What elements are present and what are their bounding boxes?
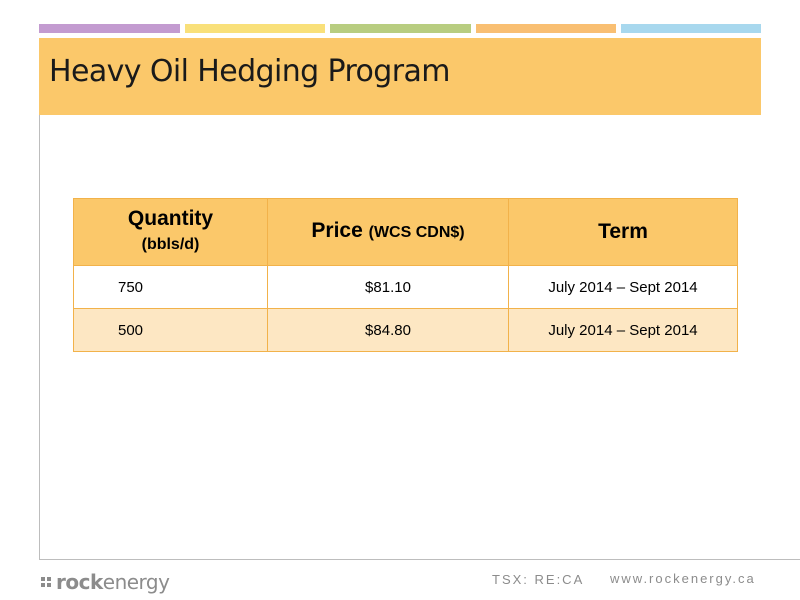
title-bar [39, 38, 761, 115]
website-url: www.rockenergy.ca [610, 571, 756, 586]
header-term-label: Term [598, 220, 648, 243]
cell-quantity: 750 [73, 265, 268, 309]
logo-grid-icon [41, 577, 51, 587]
cell-quantity: 500 [73, 308, 268, 352]
stock-ticker: TSX: RE:CA [492, 572, 585, 587]
cell-term: July 2014 – Sept 2014 [508, 308, 738, 352]
header-quantity: Quantity (bbls/d) [73, 198, 268, 266]
cell-price: $81.10 [267, 265, 509, 309]
company-logo: rockenergy [41, 570, 170, 594]
table-header-row: Quantity (bbls/d) Price (WCS CDN$) Term [73, 198, 738, 266]
table-row: 750 $81.10 July 2014 – Sept 2014 [73, 265, 738, 309]
cell-price: $84.80 [267, 308, 509, 352]
header-quantity-label: Quantity [127, 207, 214, 230]
accent-stripe-yellow [185, 24, 325, 33]
accent-stripe-purple [39, 24, 180, 33]
accent-stripe-blue [621, 24, 761, 33]
table-row: 500 $84.80 July 2014 – Sept 2014 [73, 308, 738, 352]
logo-wordmark: rockenergy [56, 570, 170, 594]
header-price-label: Price [311, 219, 363, 242]
header-quantity-unit: (bbls/d) [141, 236, 200, 253]
header-price: Price (WCS CDN$) [267, 198, 509, 266]
slide-title: Heavy Oil Hedging Program [49, 54, 450, 89]
cell-term: July 2014 – Sept 2014 [508, 265, 738, 309]
accent-stripe-orange [476, 24, 616, 33]
hedging-table: Quantity (bbls/d) Price (WCS CDN$) Term … [73, 198, 738, 352]
header-term: Term [508, 198, 738, 266]
header-price-unit: (WCS CDN$) [368, 224, 465, 241]
left-border-rule [39, 115, 40, 560]
logo-wordmark-bold: rock [56, 570, 103, 594]
logo-wordmark-rest: energy [102, 570, 170, 594]
bottom-border-rule [39, 559, 800, 560]
accent-stripe-green [330, 24, 471, 33]
